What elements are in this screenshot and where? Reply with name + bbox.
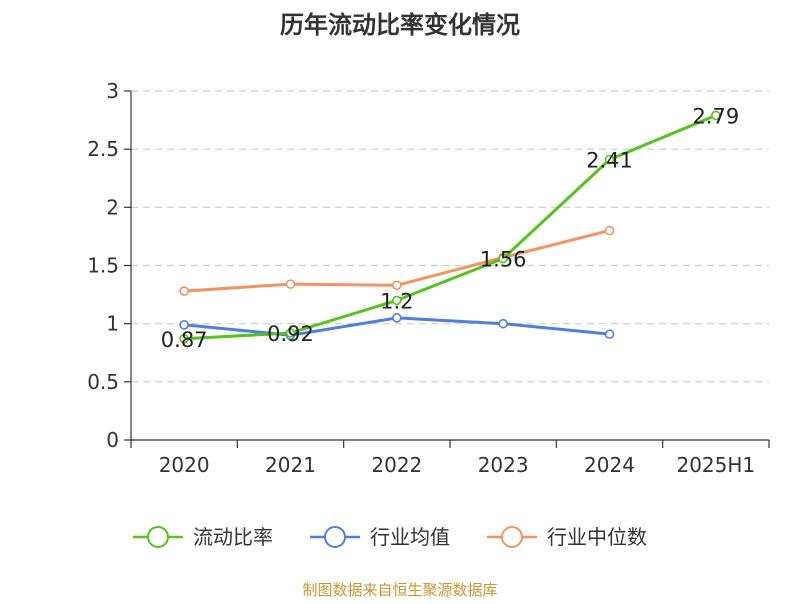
data-label: 2.41	[586, 149, 633, 173]
data-label: 2.79	[692, 104, 739, 128]
legend-label: 行业中位数	[547, 525, 647, 549]
data-point	[392, 280, 402, 291]
data-point	[392, 295, 402, 306]
data-label: 1.56	[480, 248, 527, 272]
y-tick-label: 1	[106, 312, 119, 336]
data-point	[285, 328, 296, 338]
y-tick-label: 0	[106, 428, 119, 452]
y-tick-label: 1.5	[87, 254, 119, 278]
source-note: 制图数据来自恒生聚源数据库	[302, 581, 497, 599]
gridlines	[131, 90, 769, 383]
y-tick-label: 2.5	[87, 137, 119, 161]
data-point	[392, 313, 402, 323]
data-point	[179, 286, 189, 296]
series-0	[179, 110, 721, 344]
data-labels: 0.87 0.92 1.2 1.56 2.41 2.79	[161, 104, 739, 351]
y-tick-label: 3	[106, 79, 119, 103]
data-point	[604, 225, 615, 236]
data-point	[498, 318, 508, 329]
data-label: 0.87	[161, 328, 208, 352]
y-tick-label: 0.5	[87, 370, 119, 394]
series-line	[182, 113, 718, 341]
data-point	[179, 320, 189, 330]
y-tick-label: 2	[106, 195, 119, 219]
legend-item[interactable]: 行业中位数	[487, 525, 647, 549]
data-label: 0.92	[267, 322, 314, 346]
legend-marker	[147, 526, 169, 548]
x-tick-label: 2020	[159, 453, 210, 477]
data-label: 1.2	[380, 289, 413, 313]
legend-item[interactable]: 流动比率	[133, 525, 273, 549]
legend-marker	[324, 526, 346, 548]
data-point	[604, 154, 615, 165]
data-point	[179, 333, 189, 344]
x-tick-label: 2021	[265, 453, 316, 477]
legend-marker	[501, 526, 523, 548]
x-tick-label: 2023	[478, 453, 529, 477]
x-tick-label: 2022	[371, 453, 422, 477]
legend[interactable]: 流动比率 行业均值 行业中位数	[133, 525, 647, 549]
x-tick-label: 2024	[584, 453, 635, 477]
legend-item[interactable]: 行业均值	[310, 525, 450, 549]
chart-title: 历年流动比率变化情况	[280, 11, 520, 39]
axes: 0 0.5 1 1.5 2 2.5 3 2020 2021 2022 2023 2024 2025H1	[87, 79, 770, 477]
data-point	[498, 253, 508, 264]
data-point	[711, 110, 721, 121]
legend-label: 流动比率	[193, 525, 273, 549]
legend-label: 行业均值	[370, 525, 450, 549]
x-tick-label: 2025H1	[676, 453, 755, 477]
series-2	[179, 225, 615, 296]
data-point	[604, 329, 615, 339]
series-lines	[179, 110, 721, 344]
data-point	[285, 279, 296, 289]
